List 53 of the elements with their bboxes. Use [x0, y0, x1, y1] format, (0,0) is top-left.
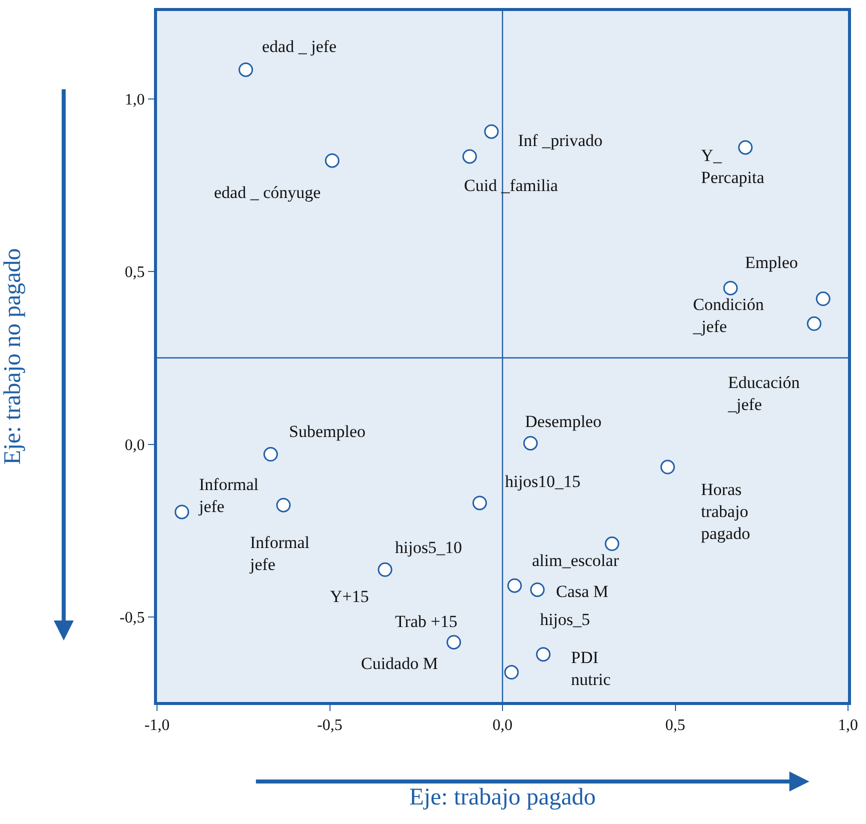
annotation: Cuidado M: [361, 654, 438, 673]
y-tick-label: -0,5: [119, 610, 145, 627]
annotation: Subempleo: [289, 422, 366, 441]
y-tick-label: 0,0: [124, 436, 145, 454]
x-tick-label: 0,0: [492, 717, 512, 734]
point: [536, 647, 551, 662]
point: [324, 153, 340, 168]
point: [472, 496, 487, 510]
annotation: Educación _jefe: [727, 373, 800, 414]
point: [738, 140, 753, 155]
point: [238, 62, 254, 77]
point: [507, 578, 522, 593]
point: [276, 498, 291, 512]
annotation: edad _ cónyuge: [214, 183, 321, 202]
point: [446, 634, 462, 650]
y-tick-label: 0,5: [124, 264, 145, 282]
annotation: PDI nutric: [571, 648, 612, 690]
point: [462, 149, 477, 164]
annotation: edad _ jefe: [262, 37, 337, 56]
annotation: hijos10_15: [505, 472, 581, 491]
point: [504, 665, 519, 680]
annotation: hijos_5: [540, 610, 590, 629]
point: [806, 316, 822, 331]
annotation: Trab +15: [395, 612, 458, 631]
x-axis-title: Eje: trabajo pagado: [409, 784, 596, 810]
annotation: Desempleo: [525, 412, 602, 431]
point: [523, 436, 538, 450]
x-tick-label: 1,0: [838, 717, 858, 734]
point: [723, 280, 738, 296]
point: [263, 447, 278, 462]
annotation: hijos5_10: [395, 538, 462, 557]
x-tick-label: -0,5: [317, 717, 342, 734]
point: [174, 504, 190, 520]
annotation: Empleo: [745, 253, 798, 272]
point: [816, 292, 830, 306]
point: [660, 460, 675, 474]
annotation: Casa M: [556, 582, 608, 601]
y-axis-title: Eje: trabajo no pagado: [0, 248, 26, 465]
annotation: Inf _privado: [518, 131, 603, 150]
annotation: Informal jefe: [249, 533, 310, 574]
point: [530, 582, 545, 597]
point: [378, 562, 392, 577]
x-tick-label: -1,0: [144, 717, 170, 734]
annotation: Horas trabajo pagado: [701, 480, 750, 544]
annotation: Informal jefe: [198, 475, 259, 516]
annotation: Y_ Percapita: [701, 146, 765, 188]
annotation: Condición _jefe: [692, 295, 764, 336]
annotation: alim_escolar: [532, 551, 620, 570]
y-tick-label: 1,0: [124, 91, 145, 108]
point: [484, 124, 499, 139]
annotation: Y+15: [330, 587, 369, 606]
x-tick-label: 0,5: [665, 717, 686, 734]
point: [604, 536, 620, 552]
